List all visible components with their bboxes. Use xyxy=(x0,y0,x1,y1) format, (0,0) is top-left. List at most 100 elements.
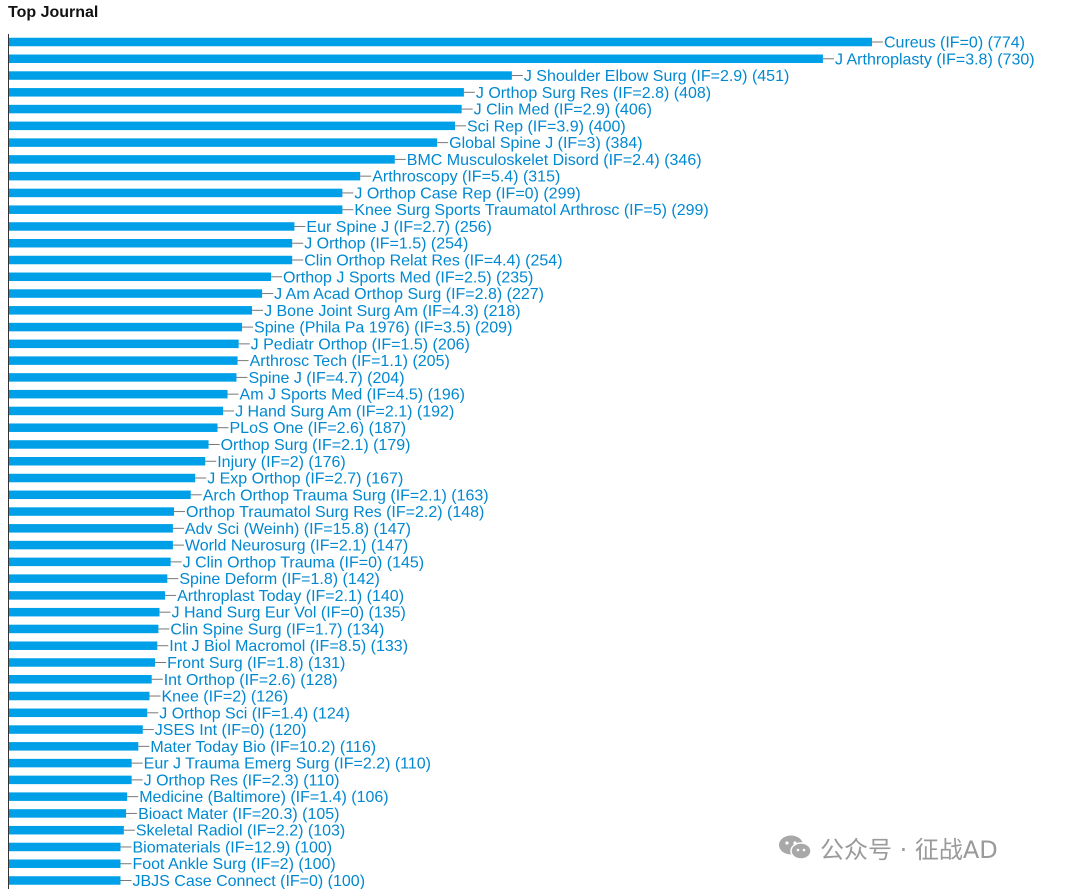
bar-label: Cureus (IF=0) (774) xyxy=(884,35,1025,52)
bar-label: Sci Rep (IF=3.9) (400) xyxy=(467,118,626,135)
bar-label: Biomaterials (IF=12.9) (100) xyxy=(132,839,332,856)
watermark-text: 公众号 · 征战AD xyxy=(820,836,998,864)
bar xyxy=(9,842,121,852)
bar-label: JSES Int (IF=0) (120) xyxy=(155,722,307,739)
bar xyxy=(9,591,166,600)
bar-label: Arthroplast Today (IF=2.1) (140) xyxy=(177,588,404,605)
bar xyxy=(9,238,293,248)
bar xyxy=(9,71,512,80)
bar-label: Int Orthop (IF=2.6) (128) xyxy=(164,672,338,689)
bar xyxy=(9,658,156,667)
bar xyxy=(9,825,124,835)
bar xyxy=(9,557,171,567)
bar-label: Foot Ankle Surg (IF=2) (100) xyxy=(132,856,335,873)
bar-label: BMC Musculoskelet Disord (IF=2.4) (346) xyxy=(407,152,702,169)
bar-label: J Orthop (IF=1.5) (254) xyxy=(304,236,468,253)
bar xyxy=(9,742,139,751)
bar-label: J Orthop Sci (IF=1.4) (124) xyxy=(159,705,350,722)
bar-label: Orthop Traumatol Surg Res (IF=2.2) (148) xyxy=(186,504,484,521)
bar xyxy=(9,222,295,231)
bar-label: JBJS Case Connect (IF=0) (100) xyxy=(132,873,365,889)
bar-label: Front Surg (IF=1.8) (131) xyxy=(167,655,345,672)
bar xyxy=(9,255,293,265)
bar xyxy=(9,322,243,332)
bar-label: Injury (IF=2) (176) xyxy=(217,454,345,471)
bar xyxy=(9,373,237,382)
bar-label: J Hand Surg Am (IF=2.1) (192) xyxy=(235,403,454,420)
bar-label: J Arthroplasty (IF=3.8) (730) xyxy=(835,51,1035,68)
bar xyxy=(9,507,175,516)
bar-label: Orthop J Sports Med (IF=2.5) (235) xyxy=(283,269,533,286)
bar-label: Mater Today Bio (IF=10.2) (116) xyxy=(150,739,376,756)
bar xyxy=(9,624,159,634)
bar xyxy=(9,406,224,416)
bar xyxy=(9,490,191,500)
bar xyxy=(9,188,343,198)
bar xyxy=(9,54,823,64)
bar xyxy=(9,88,464,97)
bar xyxy=(9,104,462,114)
bar xyxy=(9,708,148,718)
bar xyxy=(9,758,132,768)
chart-title: Top Journal xyxy=(8,4,99,21)
bar xyxy=(9,389,228,399)
bar xyxy=(9,155,395,164)
bar xyxy=(9,121,455,131)
bar-label: Clin Spine Surg (IF=1.7) (134) xyxy=(170,621,384,638)
bar-label: J Shoulder Elbow Surg (IF=2.9) (451) xyxy=(524,68,789,85)
bar-label: Spine Deform (IF=1.8) (142) xyxy=(179,571,380,588)
bar-label: J Orthop Surg Res (IF=2.8) (408) xyxy=(476,85,711,102)
bar xyxy=(9,876,121,885)
bar xyxy=(9,37,872,47)
bar xyxy=(9,641,158,650)
bar xyxy=(9,809,127,818)
bar-label: J Am Acad Orthop Surg (IF=2.8) (227) xyxy=(274,286,544,303)
bar-label: Am J Sports Med (IF=4.5) (196) xyxy=(240,387,465,404)
bar-label: Knee (IF=2) (126) xyxy=(161,689,288,706)
bar-label: Bioact Mater (IF=20.3) (105) xyxy=(138,806,339,823)
bar-label: Arthrosc Tech (IF=1.1) (205) xyxy=(250,353,450,370)
bar xyxy=(9,356,238,365)
bar-label: Adv Sci (Weinh) (IF=15.8) (147) xyxy=(185,521,411,538)
bar xyxy=(9,306,253,315)
bar-label: Clin Orthop Relat Res (IF=4.4) (254) xyxy=(304,253,562,270)
bar-label: J Clin Med (IF=2.9) (406) xyxy=(474,102,652,119)
bar-label: Spine J (IF=4.7) (204) xyxy=(248,370,404,387)
bar-label: Skeletal Radiol (IF=2.2) (103) xyxy=(136,823,345,840)
bar-label: Medicine (Baltimore) (IF=1.4) (106) xyxy=(139,789,388,806)
bar-label: Global Spine J (IF=3) (384) xyxy=(449,135,642,152)
bar-label: J Orthop Case Rep (IF=0) (299) xyxy=(354,185,580,202)
bar xyxy=(9,859,121,868)
bar-label: Eur Spine J (IF=2.7) (256) xyxy=(306,219,491,236)
bar xyxy=(9,691,150,701)
bar-label: Spine (Phila Pa 1976) (IF=3.5) (209) xyxy=(254,320,512,337)
bar xyxy=(9,171,361,181)
bar-label: Arch Orthop Trauma Surg (IF=2.1) (163) xyxy=(203,487,489,504)
bar xyxy=(9,339,239,349)
bar-label: J Clin Orthop Trauma (IF=0) (145) xyxy=(183,554,424,571)
bar-label: PLoS One (IF=2.6) (187) xyxy=(230,420,407,437)
bar-label: J Orthop Res (IF=2.3) (110) xyxy=(144,772,340,789)
bar xyxy=(9,138,438,147)
bar xyxy=(9,524,173,533)
bar-label: J Hand Surg Eur Vol (IF=0) (135) xyxy=(172,605,406,622)
bar-label: J Exp Orthop (IF=2.7) (167) xyxy=(207,471,403,488)
bar xyxy=(9,574,168,583)
watermark: 公众号 · 征战AD xyxy=(778,830,998,865)
bar-label: Arthroscopy (IF=5.4) (315) xyxy=(372,169,560,186)
bar xyxy=(9,473,196,483)
bar xyxy=(9,205,343,214)
bar xyxy=(9,440,209,449)
bar xyxy=(9,540,173,550)
bar-label: Knee Surg Sports Traumatol Arthrosc (IF=… xyxy=(354,202,708,219)
bar-label: J Pediatr Orthop (IF=1.5) (206) xyxy=(251,336,470,353)
bar xyxy=(9,792,128,801)
bar xyxy=(9,675,152,684)
bar xyxy=(9,423,218,432)
bar-label: Eur J Trauma Emerg Surg (IF=2.2) (110) xyxy=(144,756,431,773)
wechat-icon xyxy=(779,835,812,860)
bar xyxy=(9,457,206,466)
bar xyxy=(9,289,263,298)
bar xyxy=(9,775,132,785)
